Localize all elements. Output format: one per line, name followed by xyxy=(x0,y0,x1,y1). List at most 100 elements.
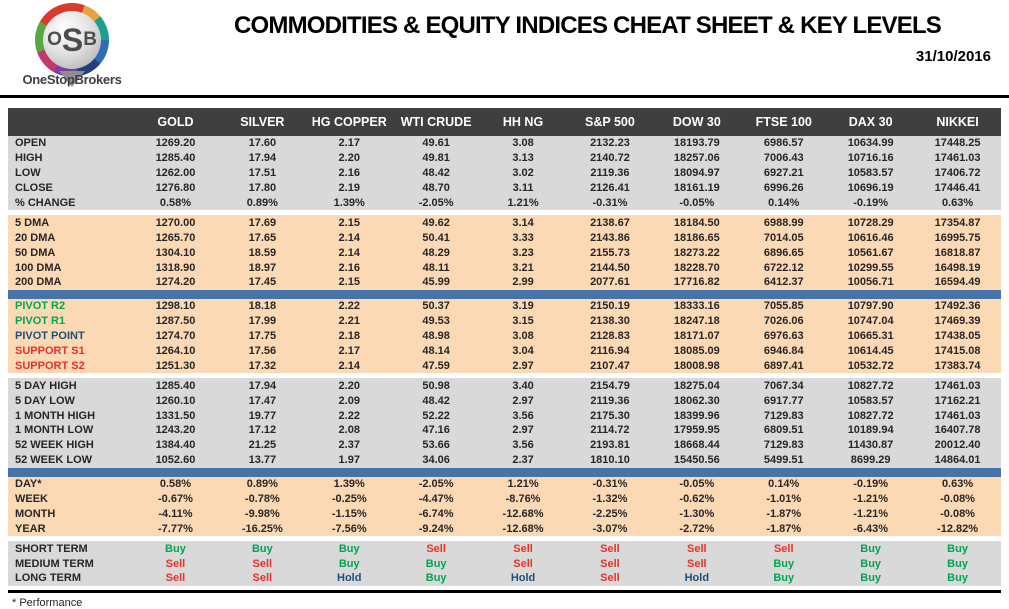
value-cell: 2.37 xyxy=(338,439,360,452)
table-row: 52 WEEK LOW 1052.60 13.77 1.97 34.06 2.37 1810… xyxy=(8,452,1001,468)
row-label: SUPPORT S1 xyxy=(15,345,85,358)
row-label: 52 WEEK LOW xyxy=(15,454,93,467)
value-cell: 0.89% xyxy=(246,197,278,209)
value-cell: 3.56 xyxy=(512,439,534,452)
logo-letter: S xyxy=(61,22,84,58)
value-cell: 48.11 xyxy=(422,261,450,274)
value-cell: 6988.99 xyxy=(763,216,804,229)
value-cell: 17.75 xyxy=(248,330,277,343)
column-header: HG COPPER xyxy=(311,115,387,129)
value-cell: 16818.87 xyxy=(934,246,981,259)
value-cell: 1260.10 xyxy=(155,394,196,407)
value-cell: -16.25% xyxy=(241,522,283,535)
column-header: HH NG xyxy=(502,115,544,129)
column-header: FTSE 100 xyxy=(755,115,812,129)
value-cell: -0.31% xyxy=(592,197,628,209)
header-divider-line xyxy=(0,95,1009,98)
row-label: DAY* xyxy=(15,478,42,491)
value-cell: 48.42 xyxy=(422,394,450,407)
value-cell: 2.17 xyxy=(338,345,360,358)
value-cell: 17.12 xyxy=(248,424,277,437)
value-cell: 17.69 xyxy=(248,216,277,229)
signal-cell: Sell xyxy=(687,542,707,555)
row-label: 20 DMA xyxy=(15,231,56,244)
value-cell: 34.06 xyxy=(422,454,450,467)
table-row: SUPPORT S2 1251.30 17.32 2.14 47.59 2.97 2107.… xyxy=(8,358,1001,374)
value-cell: 3.40 xyxy=(512,379,534,392)
value-cell: 2154.79 xyxy=(590,379,630,392)
value-cell: -12.82% xyxy=(937,522,979,535)
value-cell: 49.53 xyxy=(422,315,450,328)
row-label: PIVOT R1 xyxy=(15,315,66,328)
table-row: 50 DMA 1304.10 18.59 2.14 48.29 3.23 2155.73 18… xyxy=(8,245,1001,261)
value-cell: 1.39% xyxy=(333,478,365,491)
value-cell: 6927.21 xyxy=(763,167,804,180)
value-cell: 2.22 xyxy=(338,300,360,313)
row-label: MONTH xyxy=(15,507,56,520)
value-cell: 18228.70 xyxy=(673,261,720,274)
column-header: NIKKEI xyxy=(936,115,979,129)
value-cell: -2.05% xyxy=(418,478,454,491)
value-cell: 20012.40 xyxy=(934,439,981,452)
value-cell: 2119.36 xyxy=(590,394,630,407)
value-cell: 3.04 xyxy=(512,345,534,358)
value-cell: 17.99 xyxy=(248,315,277,328)
value-cell: 48.29 xyxy=(422,246,450,259)
value-cell: 17492.36 xyxy=(934,300,981,313)
value-cell: 10716.16 xyxy=(847,152,894,165)
value-cell: 17461.03 xyxy=(934,379,981,392)
signal-cell: Buy xyxy=(860,542,882,555)
page-title: COMMODITIES & EQUITY INDICES CHEAT SHEET… xyxy=(233,12,942,39)
row-label: % CHANGE xyxy=(15,197,76,209)
value-cell: 53.66 xyxy=(422,439,450,452)
value-cell: -1.21% xyxy=(853,507,889,520)
value-cell: 2119.36 xyxy=(590,167,630,180)
row-label: OPEN xyxy=(15,137,47,150)
value-cell: 18668.44 xyxy=(673,439,720,452)
value-cell: 18171.07 xyxy=(673,330,720,343)
signal-cell: Buy xyxy=(860,572,882,585)
row-label: LONG TERM xyxy=(15,572,81,585)
logo-brand-name: OneStopBrokers xyxy=(22,72,122,87)
value-cell: 3.14 xyxy=(512,216,534,229)
column-header: WTI CRUDE xyxy=(400,115,472,129)
value-cell: 1304.10 xyxy=(155,246,196,259)
value-cell: 18273.22 xyxy=(673,246,720,259)
value-cell: 3.56 xyxy=(512,409,534,422)
value-cell: 2140.72 xyxy=(590,152,630,165)
value-cell: 1298.10 xyxy=(155,300,196,313)
value-cell: -2.25% xyxy=(592,507,628,520)
logo-letter: O xyxy=(47,29,62,50)
signal-cell: Buy xyxy=(338,542,360,555)
table-row: LONG TERM Sell Sell Hold Buy Hold Sell Hold Buy B… xyxy=(8,571,1001,586)
value-cell: -0.67% xyxy=(158,493,193,506)
value-cell: 1810.10 xyxy=(590,454,630,467)
value-cell: 47.16 xyxy=(422,424,450,437)
value-cell: 14864.01 xyxy=(934,454,981,467)
column-header: GOLD xyxy=(157,115,194,129)
value-cell: -3.07% xyxy=(592,522,628,535)
signal-cell: Sell xyxy=(600,542,620,555)
value-cell: 10189.94 xyxy=(847,424,894,437)
blue-divider-bar xyxy=(8,467,1001,477)
value-cell: 17.94 xyxy=(248,152,277,165)
value-cell: 17.51 xyxy=(248,167,277,180)
value-cell: 2.14 xyxy=(338,359,360,372)
value-cell: 6986.57 xyxy=(763,137,804,150)
value-cell: 2143.86 xyxy=(590,231,630,244)
value-cell: 18247.18 xyxy=(673,315,720,328)
value-cell: 2.99 xyxy=(512,276,534,289)
row-label: 100 DMA xyxy=(15,261,62,274)
value-cell: 10561.67 xyxy=(847,246,894,259)
value-cell: 8699.29 xyxy=(850,454,891,467)
value-cell: 50.41 xyxy=(422,231,450,244)
value-cell: 0.14% xyxy=(768,478,800,491)
row-label: 52 WEEK HIGH xyxy=(15,439,94,452)
value-cell: 16407.78 xyxy=(934,424,981,437)
value-cell: 17.47 xyxy=(248,394,277,407)
value-cell: 2138.67 xyxy=(590,216,630,229)
value-cell: 3.21 xyxy=(512,261,534,274)
